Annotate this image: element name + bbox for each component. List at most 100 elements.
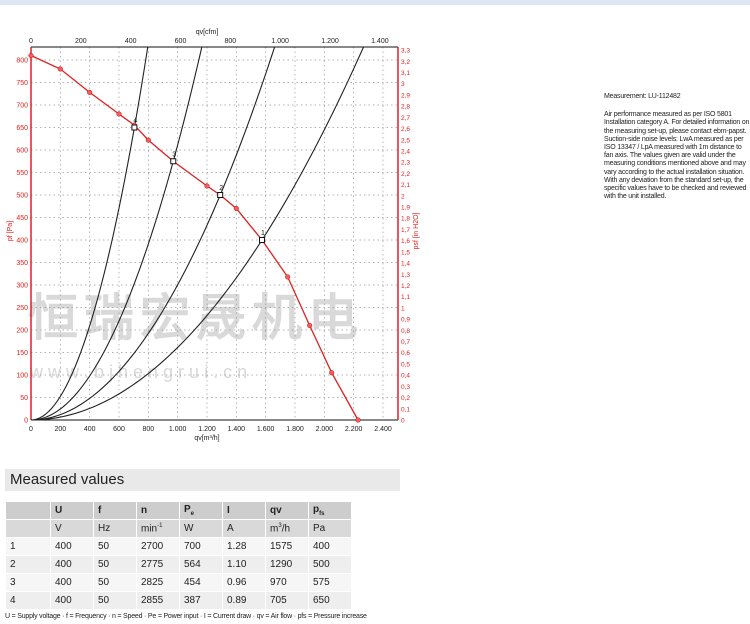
table-cell: 2855	[137, 592, 179, 609]
operating-point-label: 4	[133, 118, 137, 125]
unit-cell: A	[223, 520, 265, 537]
table-cell: 1.28	[223, 538, 265, 555]
header-sub: fs	[319, 511, 325, 517]
y-tick-label: 750	[16, 80, 28, 87]
x-top-tick-label: 1.200	[321, 38, 339, 45]
table-header-row: U f n Pe I qv pfs	[6, 502, 351, 519]
y-axis-label: pf [Pa]	[7, 221, 14, 241]
table-cell: 564	[180, 556, 222, 573]
unit-text: m	[270, 523, 279, 535]
y-right-axis-label: psf [in H2O]	[413, 212, 420, 249]
top-band	[0, 0, 750, 5]
table-cell: 2700	[137, 538, 179, 555]
table-cell: 2775	[137, 556, 179, 573]
table-cell: 1575	[266, 538, 308, 555]
y-right-tick-label: 0	[401, 418, 405, 425]
header-cell: f	[94, 502, 136, 519]
y-right-tick-label: 0,8	[401, 328, 410, 335]
table-row: 4 400 50 2855 387 0.89 705 650	[6, 592, 351, 609]
operating-point-label: 1	[261, 230, 265, 237]
table-cell: 1290	[266, 556, 308, 573]
operating-point-label: 2	[219, 185, 223, 192]
y-tick-label: 800	[16, 58, 28, 65]
y-right-tick-label: 1,2	[401, 283, 410, 290]
y-right-tick-label: 1,4	[401, 261, 410, 268]
y-tick-label: 500	[16, 193, 28, 200]
y-tick-label: 700	[16, 103, 28, 110]
y-tick-label: 400	[16, 238, 28, 245]
operating-point-marker	[217, 192, 224, 198]
y-tick-label: 450	[16, 215, 28, 222]
measured-values-title: Measured values	[5, 469, 400, 491]
y-right-tick-label: 2,4	[401, 148, 410, 155]
operating-point-marker	[131, 124, 138, 131]
x-top-tick-label: 600	[175, 38, 187, 45]
unit-sup: -1	[157, 522, 163, 529]
measurement-id: Measurement: LU-112482	[604, 93, 681, 100]
x-tick-label: 1.800	[286, 426, 304, 433]
header-cell: U	[51, 502, 93, 519]
table-cell: 400	[51, 538, 93, 555]
y-right-tick-label: 1,1	[401, 294, 410, 301]
y-right-tick-label: 2,3	[401, 160, 410, 167]
system-curve-4	[30, 46, 149, 421]
table-units-row: V Hz min-1 W A m3/h Pa	[6, 520, 351, 537]
y-right-tick-label: 2,1	[401, 182, 410, 189]
fan-curve-point	[116, 111, 122, 117]
x-tick-label: 1.600	[257, 426, 275, 433]
y-tick-label: 300	[16, 283, 28, 290]
watermark-url: w w w . b j h e n g r u i . c n	[29, 362, 247, 382]
table-cell: 400	[51, 556, 93, 573]
header-cell: qv	[266, 502, 308, 519]
x-top-tick-label: 0	[29, 38, 33, 45]
x-axis-label: qv[m³/h]	[194, 435, 219, 442]
table-cell: 400	[51, 592, 93, 609]
table-row: 1 400 50 2700 700 1.28 1575 400	[6, 538, 351, 555]
y-right-tick-label: 1,8	[401, 216, 410, 223]
y-tick-label: 350	[16, 260, 28, 267]
y-tick-label: 250	[16, 305, 28, 312]
x-tick-label: 800	[142, 426, 154, 433]
table-cell: 650	[309, 592, 351, 609]
table-cell: 400	[51, 574, 93, 591]
y-right-tick-label: 1,5	[401, 249, 410, 256]
x-tick-label: 1.000	[169, 426, 187, 433]
x-tick-label: 200	[54, 426, 66, 433]
fan-curve-point	[28, 52, 34, 59]
x-top-tick-label: 1.400	[371, 38, 389, 45]
x-tick-label: 0	[29, 426, 33, 433]
header-text: P	[184, 504, 191, 515]
table-cell: 705	[266, 592, 308, 609]
y-right-tick-label: 2,7	[401, 115, 410, 122]
y-right-tick-label: 2,9	[401, 92, 410, 99]
y-tick-label: 600	[16, 148, 28, 155]
y-right-tick-label: 2,6	[401, 126, 410, 133]
table-row: 3 400 50 2825 454 0.96 970 575	[6, 574, 351, 591]
measurement-description: Air performance measured as per ISO 5801…	[604, 111, 750, 201]
y-right-tick-label: 3,3	[401, 48, 410, 55]
fan-curve-point	[87, 89, 93, 95]
x-top-tick-label: 200	[75, 38, 87, 45]
y-right-tick-label: 0,7	[401, 339, 410, 346]
x-tick-label: 2.000	[316, 426, 334, 433]
header-cell: Pe	[180, 502, 222, 519]
table-cell: 50	[94, 538, 136, 555]
measured-values-table: U f n Pe I qv pfs V Hz min-1 W A m3/h Pa…	[5, 501, 352, 610]
table-cell: 4	[6, 592, 50, 609]
table-cell: 0.96	[223, 574, 265, 591]
x-tick-label: 2.400	[374, 426, 392, 433]
header-cell: I	[223, 502, 265, 519]
system-curve-2	[30, 46, 276, 421]
y-right-tick-label: 3	[401, 81, 405, 88]
header-sub: e	[190, 511, 195, 517]
table-cell: 970	[266, 574, 308, 591]
y-tick-label: 150	[16, 350, 28, 357]
table-cell: 0.89	[223, 592, 265, 609]
table-legend: U = Supply voltage · f = Frequency · n =…	[5, 613, 367, 620]
table-cell: 500	[309, 556, 351, 573]
y-right-tick-label: 3,1	[401, 70, 410, 77]
table-row: 2 400 50 2775 564 1.10 1290 500	[6, 556, 351, 573]
y-right-tick-label: 2,2	[401, 171, 410, 178]
fan-curve-point	[57, 66, 63, 72]
unit-text: /h	[281, 523, 291, 535]
